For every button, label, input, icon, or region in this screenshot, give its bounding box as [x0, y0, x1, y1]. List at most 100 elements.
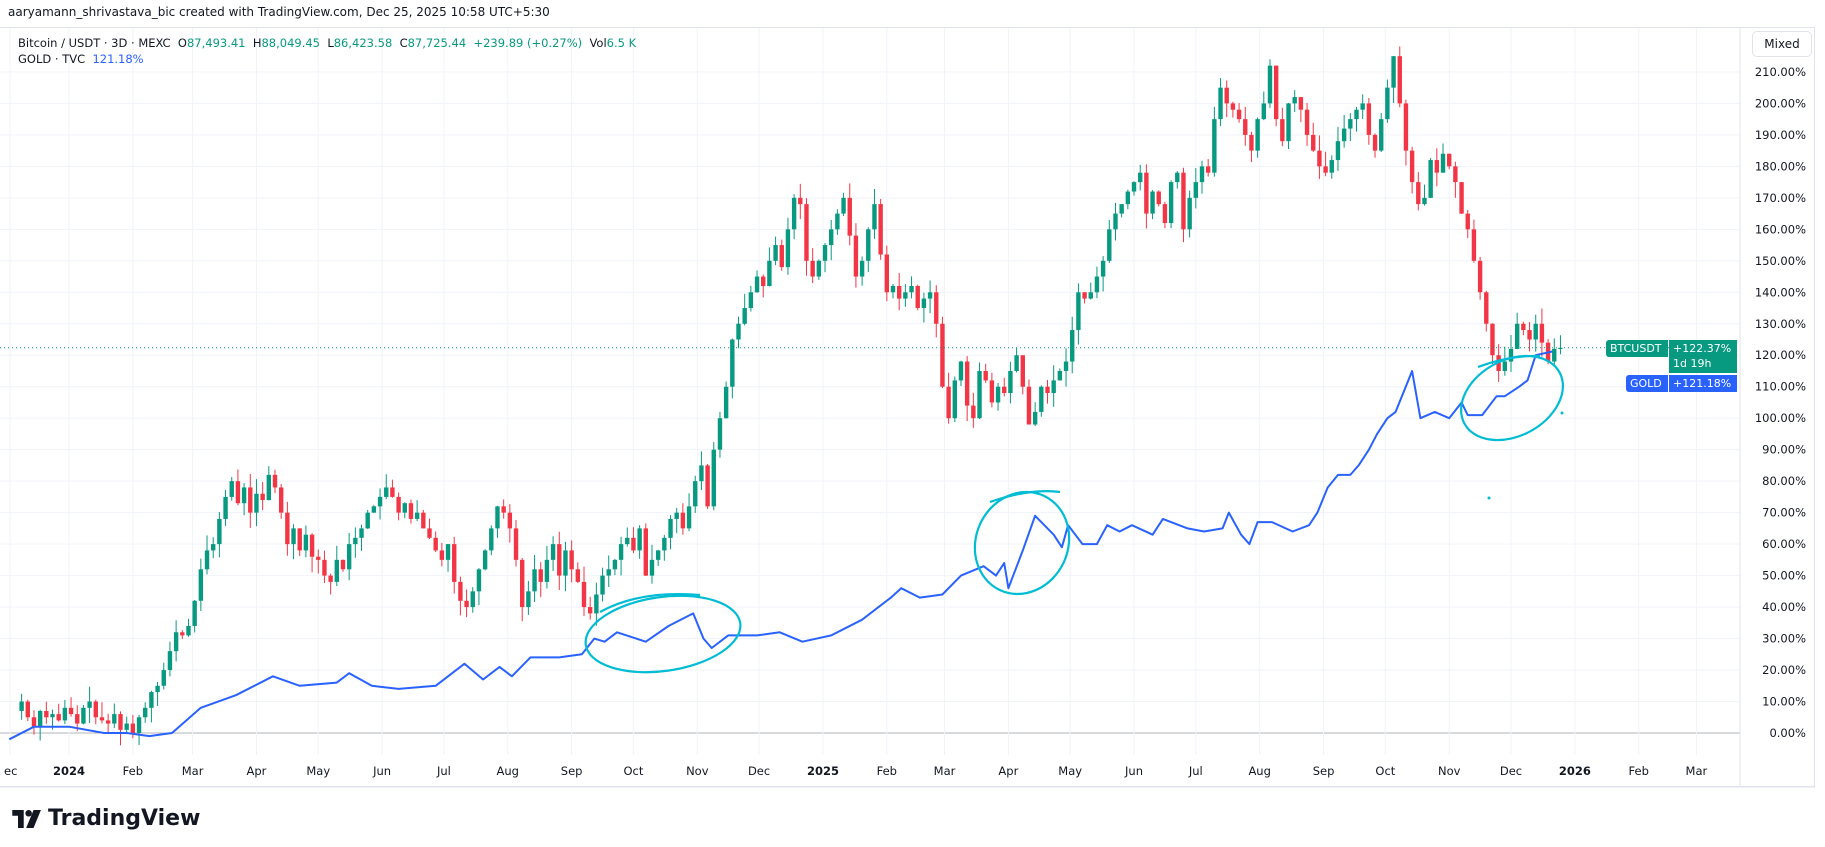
- candle-body: [1057, 370, 1063, 381]
- y-tick-label: 190.00%: [1755, 128, 1806, 142]
- candle-body: [334, 559, 339, 582]
- candle-body: [1138, 172, 1143, 183]
- candle-body: [946, 386, 951, 419]
- candle-body: [804, 204, 809, 261]
- candle-body: [272, 474, 278, 488]
- y-tick-label: 90.00%: [1762, 443, 1806, 457]
- x-tick-label: May: [1058, 764, 1082, 778]
- candle-body: [798, 197, 803, 205]
- candle-body: [1391, 56, 1396, 88]
- candle-body: [297, 528, 302, 551]
- candle-body: [1416, 182, 1421, 205]
- candle-body: [1150, 191, 1155, 214]
- close-label: C: [399, 36, 408, 50]
- candle-body: [736, 323, 741, 340]
- candle-body: [1298, 97, 1304, 110]
- candle-body: [1076, 292, 1081, 331]
- candle-body: [1100, 260, 1106, 277]
- y-tick-label: 150.00%: [1755, 254, 1806, 268]
- scale-mode-button[interactable]: Mixed: [1752, 31, 1812, 57]
- candle-body: [550, 544, 556, 560]
- candle-body: [686, 506, 692, 529]
- candle-body: [730, 339, 735, 387]
- close-value: 87,725.44: [407, 36, 467, 50]
- candle-body: [1014, 355, 1019, 371]
- x-tick-label: Sep: [1313, 764, 1335, 778]
- candle-body: [377, 496, 383, 507]
- candle-body: [934, 292, 939, 324]
- candle-body: [1205, 166, 1211, 173]
- candle-body: [161, 670, 166, 686]
- candle-body: [1508, 348, 1514, 362]
- y-tick-label: 210.00%: [1755, 65, 1806, 79]
- candle-body: [31, 717, 37, 727]
- candle-body: [884, 254, 890, 293]
- candle-body: [1403, 103, 1409, 151]
- candle-body: [680, 512, 686, 529]
- legend-gold-row[interactable]: GOLD · TVC 121.18%: [18, 51, 636, 67]
- candle-body: [143, 707, 148, 718]
- candle-body: [396, 496, 401, 513]
- candle-body: [1341, 128, 1347, 142]
- candle-body: [773, 245, 778, 261]
- candle-body: [346, 544, 352, 570]
- candle-body: [637, 528, 642, 551]
- logo-text: TradingView: [48, 806, 201, 831]
- candle-body: [328, 575, 333, 582]
- compare-value: 121.18%: [92, 52, 144, 66]
- candle-body: [1385, 87, 1390, 120]
- candle-body: [1409, 150, 1415, 183]
- candle-body: [1070, 330, 1075, 362]
- candle-body: [1156, 191, 1161, 205]
- candle-body: [1552, 348, 1557, 362]
- tradingview-logo-icon: [12, 809, 41, 828]
- candle-body: [445, 544, 451, 560]
- y-tick-label: 10.00%: [1762, 695, 1806, 709]
- candle-body: [1261, 103, 1266, 120]
- y-tick-label: 110.00%: [1755, 380, 1806, 394]
- candle-body: [359, 528, 364, 538]
- candle-body: [1514, 323, 1520, 349]
- candle-body: [662, 537, 667, 551]
- candle-body: [495, 506, 500, 529]
- candle-body: [229, 481, 234, 497]
- candle-body: [254, 493, 259, 513]
- candle-body: [1063, 361, 1069, 371]
- candle-body: [105, 720, 111, 724]
- tradingview-logo[interactable]: TradingView: [12, 806, 200, 831]
- candle-body: [717, 418, 723, 450]
- candle-body: [1181, 172, 1186, 230]
- candle-body: [1255, 119, 1260, 151]
- candle-body: [668, 518, 673, 538]
- y-tick-label: 40.00%: [1762, 600, 1806, 614]
- x-tick-label: Feb: [1629, 764, 1649, 778]
- candle-body: [606, 569, 611, 576]
- candle-body: [1453, 166, 1458, 183]
- candle-body: [1119, 204, 1124, 214]
- candle-body: [1335, 141, 1341, 161]
- candle-body: [927, 292, 933, 299]
- candle-body: [260, 493, 265, 501]
- candle-body: [124, 723, 129, 730]
- x-tick-label: Jul: [436, 764, 451, 778]
- annotation-dot: [1487, 496, 1491, 500]
- candle-body: [952, 380, 957, 419]
- candle-body: [75, 714, 80, 724]
- candle-body: [1236, 109, 1242, 120]
- candle-body: [1280, 119, 1285, 142]
- candle-body: [649, 559, 655, 576]
- candle-body: [989, 380, 995, 403]
- candle-body: [1533, 323, 1538, 340]
- candle-body: [964, 361, 970, 406]
- candle-body: [1471, 229, 1477, 261]
- candle-body: [365, 512, 370, 529]
- candle-body: [235, 481, 241, 504]
- legend-btc-row[interactable]: Bitcoin / USDT · 3D · MEXC O87,493.41 H8…: [18, 35, 636, 51]
- y-tick-label: 0.00%: [1769, 726, 1806, 740]
- candle-body: [1539, 323, 1545, 343]
- candle-body: [464, 600, 469, 608]
- candle-body: [136, 717, 142, 733]
- price-axis: 0.00% 10.00% 20.00% 30.00% 40.00% 50.00% 60.00…: [1755, 65, 1806, 740]
- x-tick-label: Oct: [1375, 764, 1395, 778]
